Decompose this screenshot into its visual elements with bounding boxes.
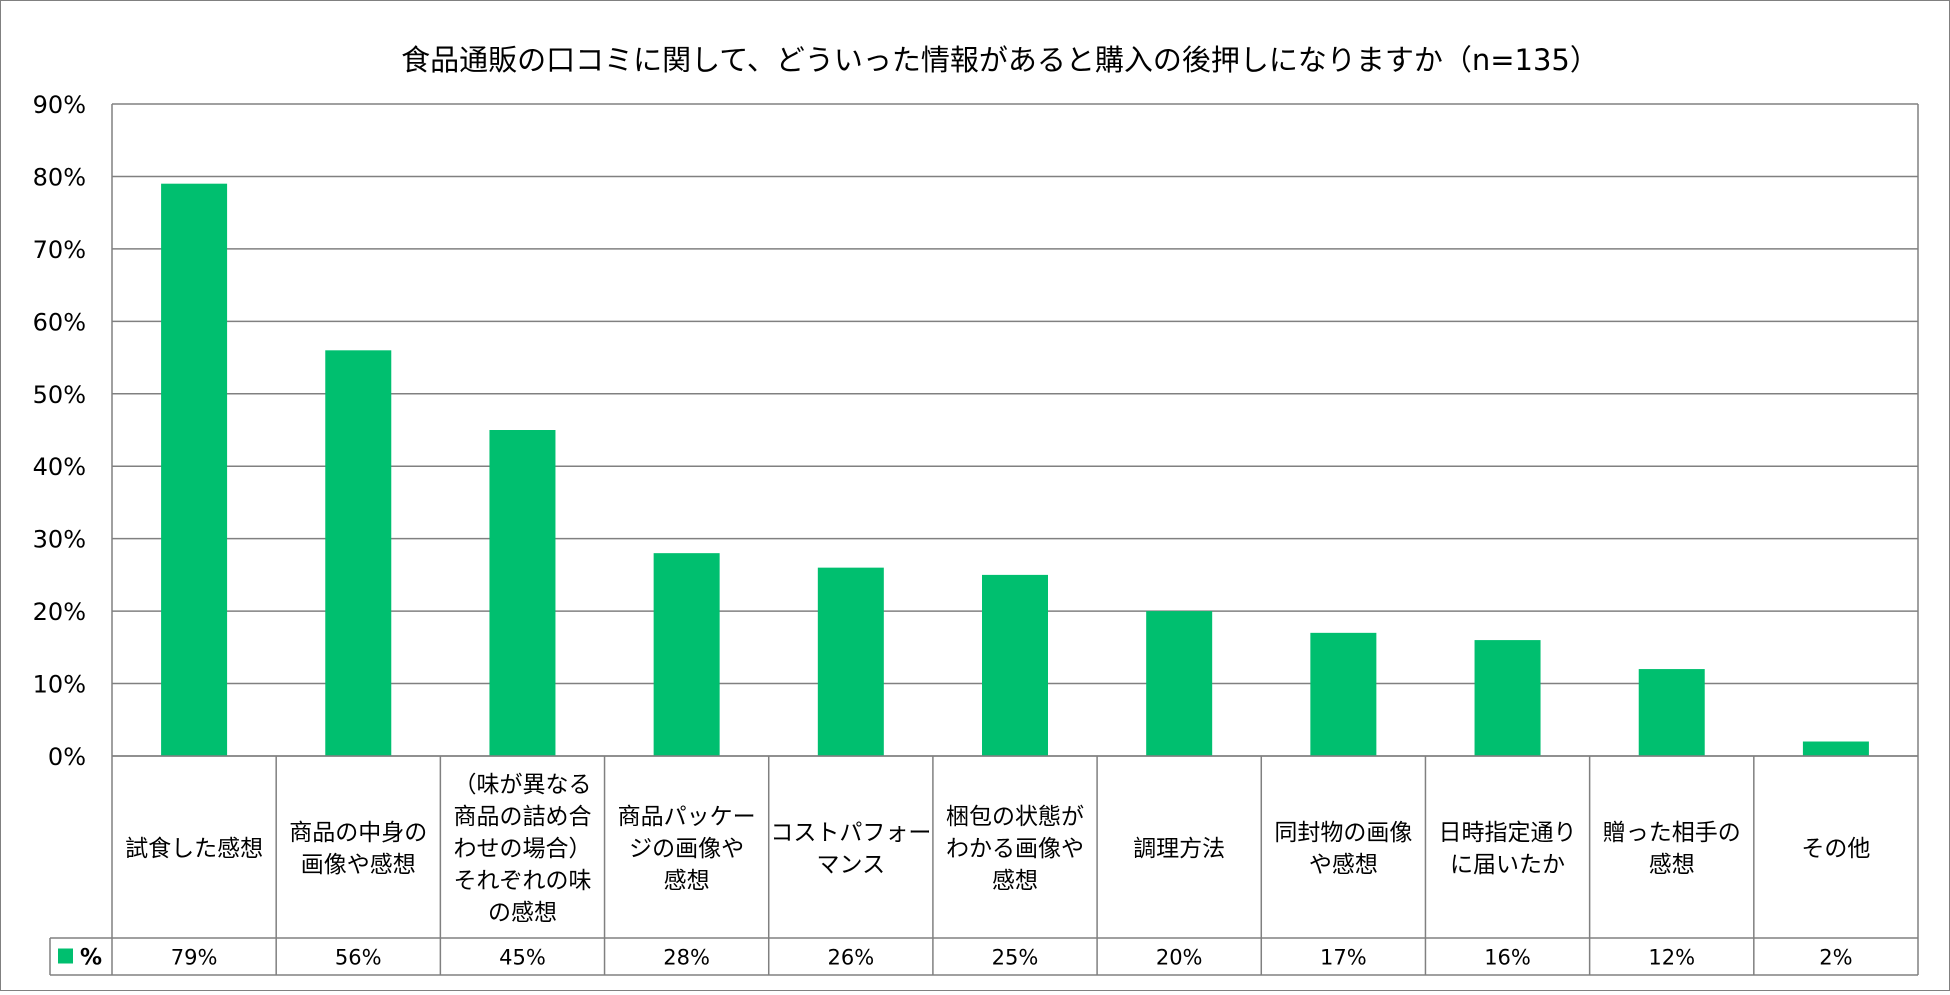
category-label-line: （味が異なる: [453, 772, 591, 798]
category-label-line: マンス: [817, 852, 886, 878]
category-label-line: 商品の中身の: [289, 820, 427, 846]
chart-title: 食品通販の口コミに関して、どういった情報があると購入の後押しになりますか（n=1…: [401, 43, 1599, 77]
category-label: 贈った相手の感想: [1603, 820, 1741, 878]
category-label-line: の感想: [488, 900, 557, 926]
category-label-line: ジの画像や: [629, 836, 744, 862]
legend-label: %: [80, 946, 102, 971]
data-label: 45%: [499, 946, 546, 970]
category-label-line: 感想: [664, 868, 710, 894]
data-label: 79%: [171, 946, 218, 970]
y-tick-label: 10%: [33, 671, 86, 699]
bar: [1474, 640, 1541, 756]
category-label-line: 日時指定通り: [1439, 820, 1577, 846]
data-label: 2%: [1819, 946, 1852, 970]
y-axis: 0% 10% 20% 30% 40% 50% 60% 70% 80% 90%: [33, 91, 1919, 771]
category-label-line: わかる画像や: [946, 836, 1084, 862]
category-label: （味が異なる商品の詰め合わせの場合） それぞれの味の感想: [453, 772, 591, 926]
data-label: 17%: [1320, 946, 1367, 970]
y-tick-label: 70%: [33, 236, 86, 264]
bar: [1638, 669, 1705, 756]
category-label-line: に届いたか: [1450, 852, 1565, 878]
category-label: 商品の中身の画像や感想: [289, 820, 427, 878]
y-tick-label: 0%: [48, 743, 86, 771]
category-label-line: 試食した感想: [125, 836, 263, 862]
category-label-line: 感想: [1649, 852, 1695, 878]
category-label: その他: [1801, 836, 1870, 862]
category-label-line: それぞれの味: [453, 868, 591, 894]
category-label-line: 感想: [992, 868, 1038, 894]
y-tick-label: 80%: [33, 163, 86, 191]
y-tick-label: 40%: [33, 453, 86, 481]
bars: [161, 183, 1869, 756]
legend-swatch: [58, 948, 73, 964]
data-label: 28%: [663, 946, 710, 970]
category-label-line: 同封物の画像: [1274, 820, 1412, 846]
category-label-line: コストパフォー: [770, 820, 931, 846]
y-tick-label: 30%: [33, 526, 86, 554]
data-label: 25%: [992, 946, 1039, 970]
category-label-line: わせの場合）: [453, 836, 591, 862]
y-tick-label: 90%: [33, 91, 86, 119]
category-label: 日時指定通りに届いたか: [1439, 820, 1577, 878]
bar: [653, 553, 720, 756]
category-label-line: 商品パッケー: [618, 804, 756, 830]
data-label: 16%: [1484, 946, 1531, 970]
category-label: 梱包の状態がわかる画像や感想: [946, 804, 1084, 894]
category-label-line: や感想: [1309, 852, 1378, 878]
data-label: 20%: [1156, 946, 1203, 970]
category-label-line: その他: [1801, 836, 1870, 862]
category-label: コストパフォーマンス: [770, 820, 931, 878]
bar: [325, 350, 392, 756]
category-label-line: 調理方法: [1133, 836, 1225, 862]
bar: [161, 183, 228, 756]
category-label-line: 梱包の状態が: [946, 804, 1084, 830]
bar: [982, 574, 1048, 756]
data-label: 56%: [335, 946, 382, 970]
category-label: 調理方法: [1133, 836, 1225, 862]
category-label-line: 贈った相手の: [1603, 820, 1741, 846]
bar: [817, 567, 884, 756]
y-tick-label: 60%: [33, 308, 86, 336]
category-label-line: 画像や感想: [301, 852, 416, 878]
data-label: 26%: [827, 946, 874, 970]
y-tick-label: 50%: [33, 381, 86, 409]
bar: [1146, 611, 1213, 756]
bar: [489, 430, 556, 756]
category-label-line: 商品の詰め合: [453, 804, 591, 830]
data-label: 12%: [1648, 946, 1695, 970]
category-label: 商品パッケージの画像や感想: [618, 804, 756, 894]
category-label: 同封物の画像や感想: [1274, 820, 1412, 878]
category-label: 試食した感想: [125, 836, 263, 862]
bar: [1310, 632, 1377, 756]
y-tick-label: 20%: [33, 598, 86, 626]
bar: [1802, 741, 1869, 756]
